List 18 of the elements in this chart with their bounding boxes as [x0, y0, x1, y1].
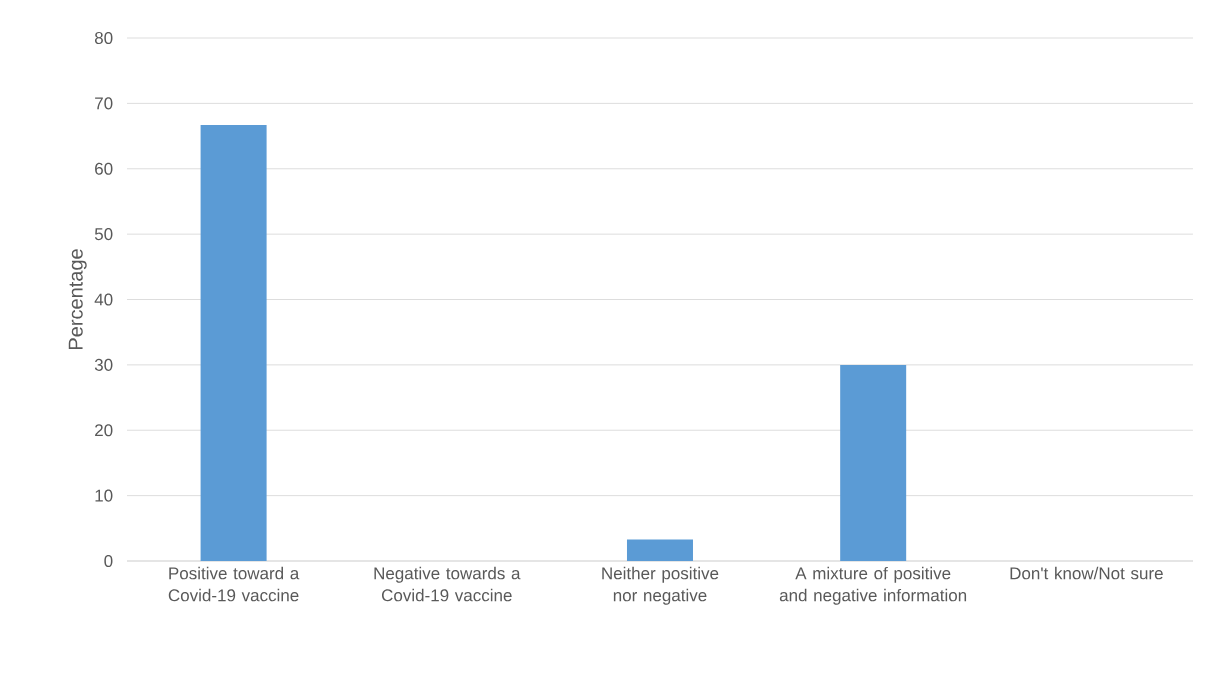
y-tick-label: 80	[94, 31, 113, 45]
x-tick-label: Negative towards a Covid-19 vaccine	[374, 566, 521, 602]
y-tick-label: 60	[95, 162, 113, 175]
bar	[840, 364, 907, 561]
y-tick-label: 50	[94, 228, 113, 241]
x-tick-label: Positive toward a Covid-19 vaccine	[168, 566, 300, 602]
y-tick-label: 30	[94, 358, 113, 371]
x-tick-label: Don't know/Not sure	[1010, 566, 1163, 580]
y-axis-title: Percentage	[68, 249, 87, 350]
x-tick-label: Neither positive nor negative	[602, 566, 719, 605]
y-tick-label: 10	[95, 489, 113, 502]
y-tick-label: 70	[95, 97, 113, 110]
bar	[626, 539, 693, 561]
y-tick-label: 0	[104, 554, 113, 568]
y-tick-label: 20	[95, 424, 113, 437]
y-tick-label: 40	[94, 293, 113, 306]
x-tick-label: A mixture of positive and negative information	[779, 566, 967, 605]
bar	[200, 124, 267, 561]
